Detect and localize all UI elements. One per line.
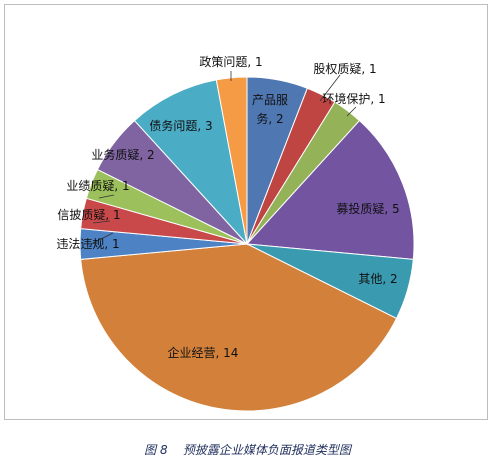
slice-label-3: 募投质疑, 5 [336, 201, 399, 216]
slice-label-line: 企业经营, 14 [168, 345, 239, 360]
slice-label-line: 环境保护, 1 [322, 91, 385, 106]
leader-line-6 [90, 232, 114, 245]
slice-label-line: 募投质疑, 5 [336, 201, 399, 216]
slice-label-line: 股权质疑, 1 [313, 61, 376, 76]
slice-label-6: 违法违规, 1 [56, 236, 119, 251]
leader-line-2 [346, 106, 357, 117]
figure-caption: 图 8 预披露企业媒体负面报道类型图 [144, 443, 351, 457]
slice-label-5: 企业经营, 14 [168, 345, 239, 360]
slice-label-line: 政策问题, 1 [199, 55, 262, 69]
slice-label-9: 业务质疑, 2 [91, 147, 154, 162]
slice-label-line: 务, 2 [256, 111, 283, 126]
slice-label-1: 股权质疑, 1 [313, 61, 376, 76]
slice-label-line: 产品服 [252, 93, 288, 107]
slice-label-11: 政策问题, 1 [199, 55, 262, 69]
slice-label-line: 违法违规, 1 [56, 236, 119, 251]
slice-label-line: 其他, 2 [358, 272, 397, 286]
pie-slice-3 [245, 119, 415, 260]
pie-slice-11 [215, 76, 248, 245]
leader-line-7 [92, 220, 111, 224]
slice-label-4: 其他, 2 [358, 272, 397, 286]
slice-label-line: 信披质疑, 1 [57, 207, 120, 222]
pie-slices [79, 76, 415, 412]
leader-line-1 [319, 74, 341, 102]
slice-label-7: 信披质疑, 1 [57, 207, 120, 222]
pie-slice-10 [133, 79, 248, 246]
slice-labels: 产品服务, 2 股权质疑, 1 环境保护, 1 募投质疑, 5 其他, 2 企业经营, 1… [56, 55, 399, 360]
slice-label-2: 环境保护, 1 [322, 91, 385, 106]
slice-label-0: 产品服务, 2 [252, 93, 288, 126]
pie-slice-5 [80, 243, 398, 412]
slice-label-line: 业绩质疑, 1 [66, 178, 129, 193]
slice-label-line: 债务问题, 3 [149, 118, 212, 133]
slice-label-line: 业务质疑, 2 [91, 147, 154, 162]
leader-line-8 [98, 194, 115, 199]
slice-label-10: 债务问题, 3 [149, 118, 212, 133]
slice-label-8: 业绩质疑, 1 [66, 178, 129, 193]
leader-lines [90, 71, 357, 245]
